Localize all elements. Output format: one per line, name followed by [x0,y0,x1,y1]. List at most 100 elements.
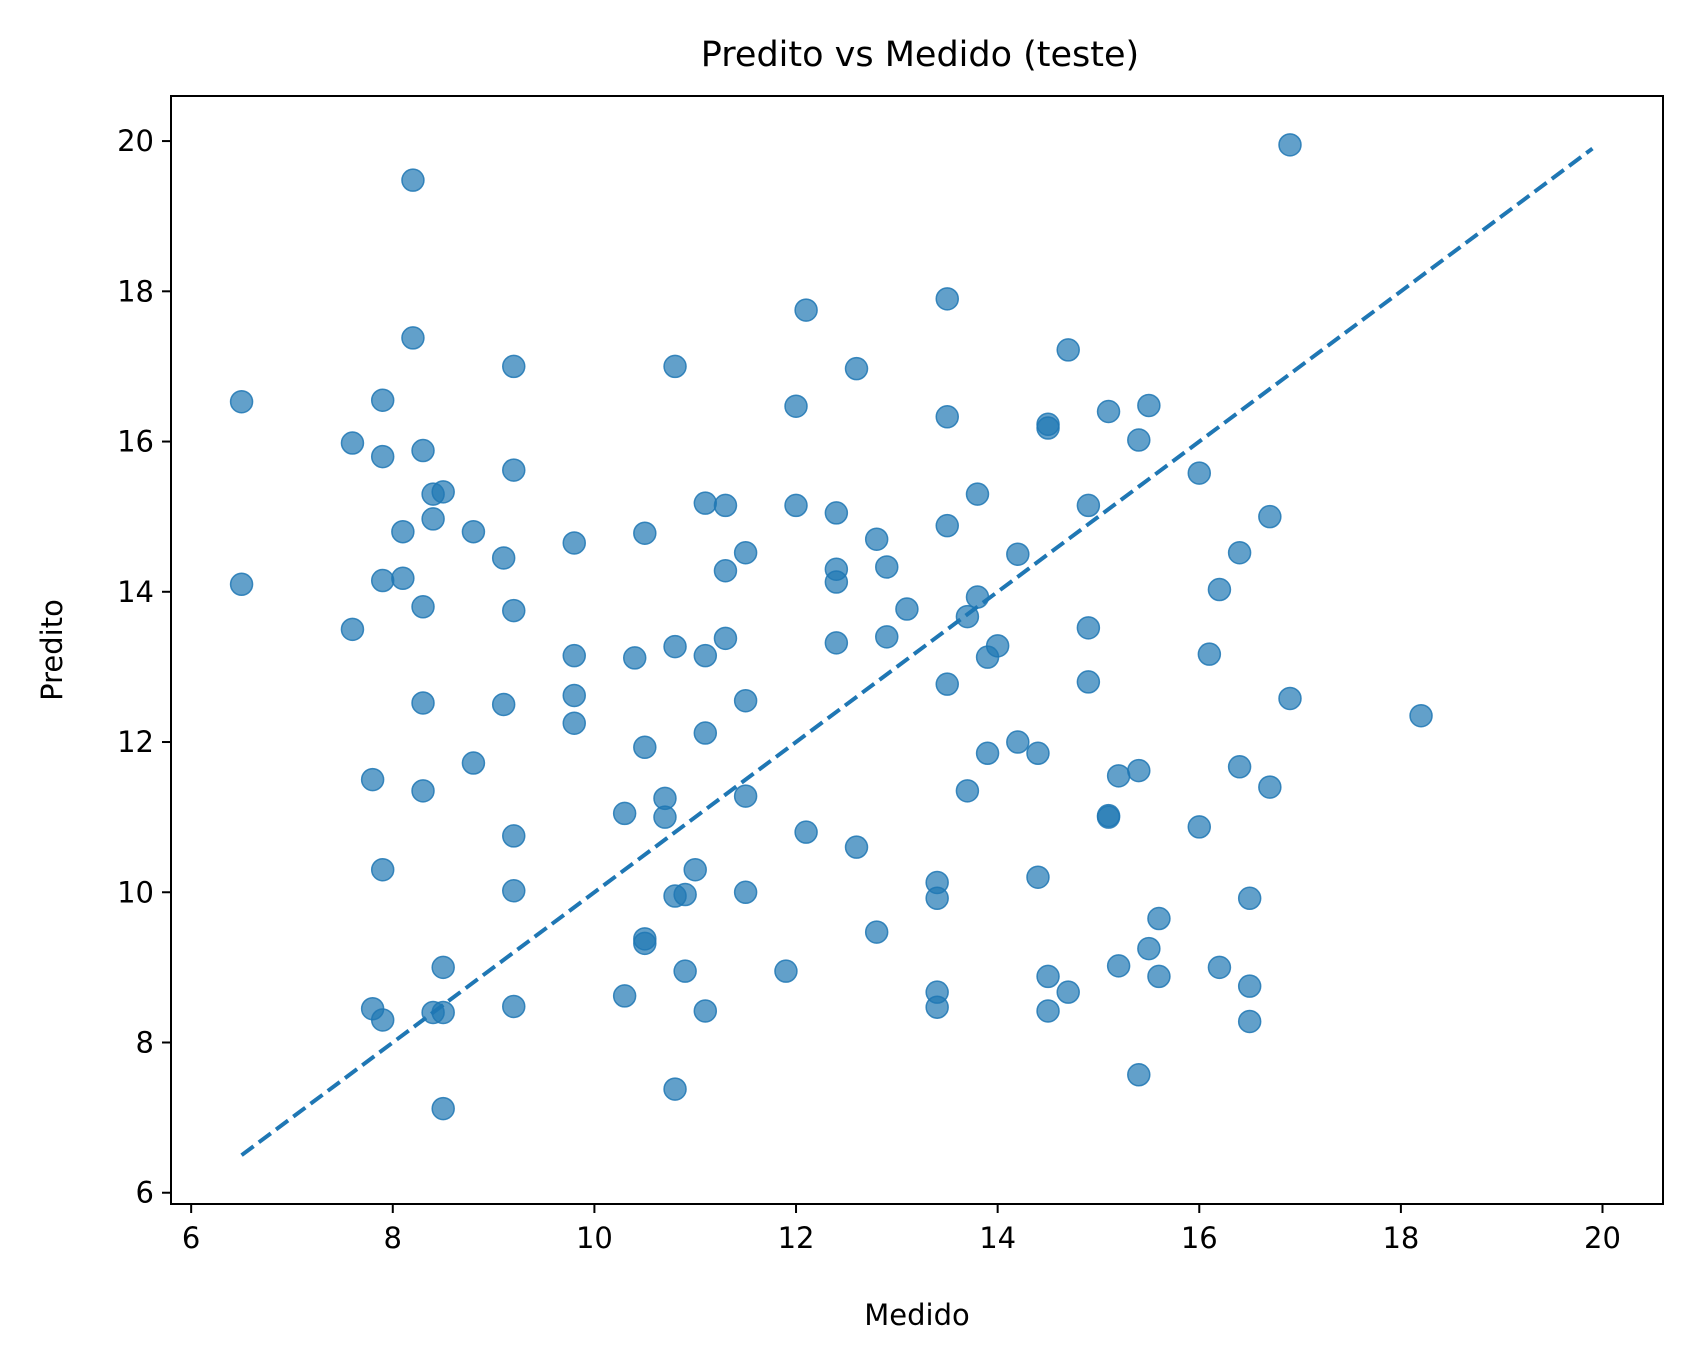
data-point [1127,428,1151,452]
y-tick-label: 6 [136,1176,154,1210]
data-point [1076,493,1101,518]
data-point [784,394,808,418]
data-point [935,405,959,429]
data-point [1278,686,1302,711]
x-tick-label: 6 [182,1221,200,1255]
data-point [1227,755,1252,779]
data-point [1036,964,1060,989]
y-tick-label: 12 [117,725,154,759]
data-point [461,751,486,775]
data-point [663,1077,687,1101]
data-point [824,570,849,594]
x-tick-label: 10 [576,1221,613,1255]
data-point [1278,133,1302,157]
data-point [421,507,445,531]
data-point [562,711,586,735]
data-point [663,354,687,379]
reference-line-layer [240,146,1594,1157]
data-point [562,531,586,555]
y-tick-label: 10 [117,875,154,909]
data-point [1409,703,1433,728]
data-point [925,995,949,1019]
data-point [431,1000,455,1025]
data-point [875,625,899,649]
y-tick-label: 20 [117,124,154,158]
data-point [461,519,486,544]
y-tick-label: 14 [117,575,154,609]
data-point [562,643,586,668]
data-point [713,626,738,651]
data-point [693,999,718,1023]
data-point [562,683,586,708]
y-tick-label: 16 [117,425,154,459]
data-point [864,527,889,551]
data-point [733,784,758,808]
data-point [401,326,425,350]
data-point [925,886,949,911]
data-point [1137,936,1161,961]
data-point [1096,399,1121,424]
data-point [1197,642,1222,666]
data-point [733,540,758,565]
x-tick-label: 8 [384,1221,402,1255]
data-point [502,824,526,848]
chart-title: Predito vs Medido (teste) [701,35,1139,75]
data-point [1106,954,1131,978]
data-point [794,820,818,844]
data-point [985,634,1010,658]
data-point [1036,999,1060,1023]
data-point [1076,670,1101,694]
data-point [431,480,455,504]
data-point [431,1096,455,1121]
data-point [824,501,849,525]
data-point [965,482,990,506]
data-point [370,857,395,882]
data-point [663,634,687,659]
x-tick-label: 14 [979,1221,1016,1255]
data-point [713,558,738,583]
data-point [1137,393,1161,418]
data-point [673,882,697,907]
data-point [502,354,526,379]
data-point [502,598,526,623]
data-point [1147,964,1171,989]
data-point [693,643,718,668]
data-point [502,458,526,482]
x-tick-label: 18 [1382,1221,1419,1255]
data-point [431,955,455,980]
data-point [844,835,869,859]
data-point [733,688,758,713]
data-point [411,595,435,619]
data-point [1187,815,1212,839]
data-point [502,879,526,903]
data-points-layer [229,133,1433,1121]
data-point [935,287,959,311]
data-point [693,721,718,745]
data-point [401,168,425,192]
plot-frame [170,95,1664,1205]
data-point [673,959,697,983]
data-point [391,519,415,544]
data-point [844,356,869,381]
data-point [340,431,365,455]
x-axis-title: Medido [864,1298,969,1332]
data-point [612,984,637,1008]
data-point [633,931,657,956]
data-point [1127,758,1151,783]
data-point [955,604,980,629]
x-axis: 6 8 10 12 14 16 18 20 [182,1204,1621,1255]
data-point [1106,764,1131,788]
data-point [875,555,899,579]
data-point [794,298,818,322]
data-point [824,631,849,655]
data-point [1258,504,1282,529]
data-point [1237,974,1262,998]
data-point [683,857,707,882]
data-point [1026,865,1050,889]
data-point [1096,803,1121,828]
data-point [229,572,254,597]
data-point [1187,461,1212,485]
data-point [1056,980,1080,1004]
